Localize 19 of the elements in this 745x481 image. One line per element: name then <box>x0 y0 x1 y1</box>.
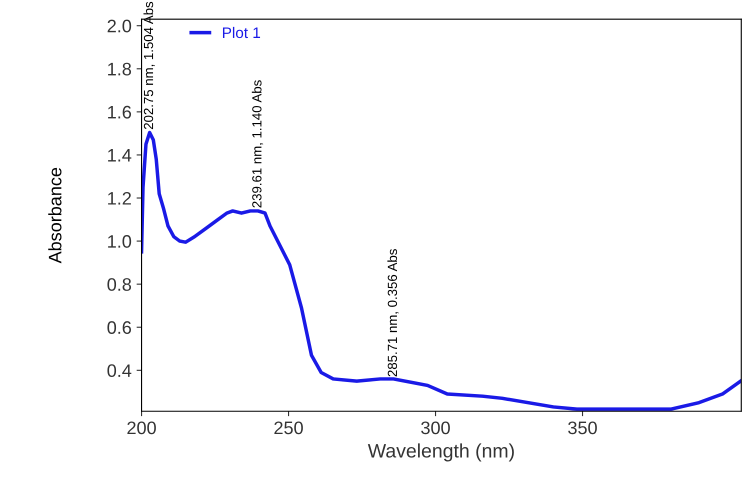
y-tick-label: 1.4 <box>108 149 132 162</box>
y-tick-label: 0.8 <box>107 278 132 291</box>
annotation: 285.71 nm, 0.356 Abs <box>387 249 399 376</box>
x-tick-label: 200 <box>127 421 156 434</box>
y-tick-label: 1.2 <box>108 192 131 205</box>
annotation: 239.61 nm, 1.140 Abs <box>252 80 264 208</box>
y-tick-label: 0.4 <box>107 364 132 378</box>
y-tick-label: 2.0 <box>108 20 132 32</box>
x-tick-label: 350 <box>568 421 597 434</box>
y-tick-label: 0.6 <box>107 321 132 334</box>
x-tick-label: 300 <box>421 421 450 434</box>
y-axis-title: Absorbance <box>48 168 62 264</box>
x-axis-title: Wavelength (nm) <box>368 443 514 462</box>
legend-label: Plot 1 <box>222 26 260 38</box>
x-tick-label: 250 <box>274 421 303 434</box>
y-tick-label: 1.8 <box>108 62 132 76</box>
y-tick-label: 1.0 <box>108 235 132 248</box>
annotation: 202.75 nm, 1.504 Abs <box>143 2 155 130</box>
y-tick-label: 1.6 <box>108 106 132 119</box>
